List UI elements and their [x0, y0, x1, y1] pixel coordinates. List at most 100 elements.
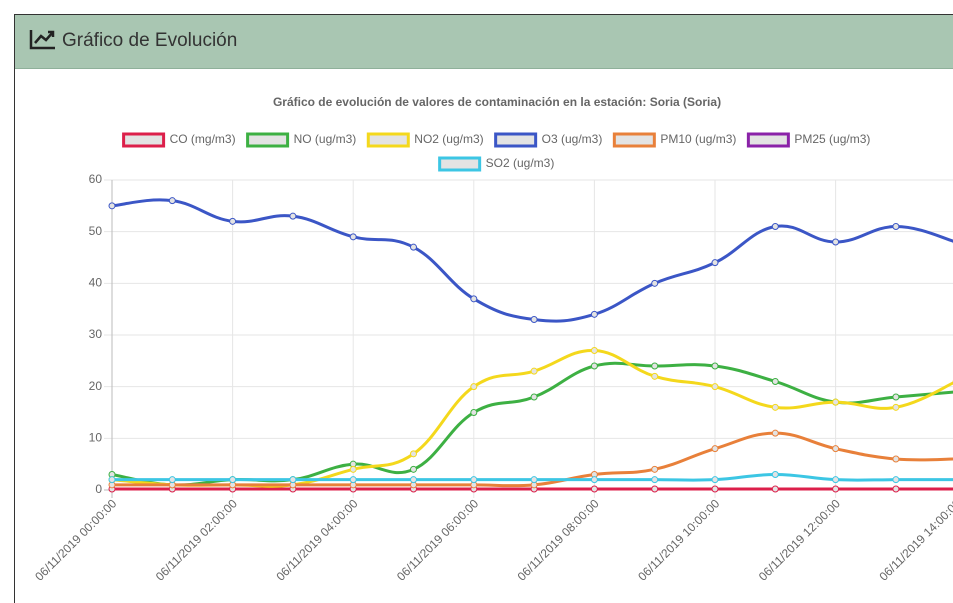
data-point [651, 476, 659, 484]
legend-label: PM10 (ug/m3) [660, 132, 736, 146]
data-point [108, 476, 116, 484]
legend-swatch [246, 132, 290, 148]
legend-swatch [366, 132, 410, 148]
series-line [111, 361, 953, 487]
data-point [892, 393, 900, 401]
data-point [832, 445, 840, 453]
data-point [590, 476, 598, 484]
y-tick-label: 40 [89, 276, 103, 290]
data-point [229, 476, 237, 484]
chart-title: Gráfico de evolución de valores de conta… [273, 95, 721, 109]
data-point [771, 429, 779, 437]
legend-item: PM10 (ug/m3) [612, 132, 736, 148]
y-tick-label: 0 [95, 482, 102, 496]
legend-label: CO (mg/m3) [170, 132, 236, 146]
data-point [711, 485, 719, 493]
data-point [711, 259, 719, 267]
data-point [229, 217, 237, 225]
panel-header [15, 15, 953, 68]
data-point [892, 485, 900, 493]
data-point [771, 471, 779, 478]
y-tick-label: 50 [89, 224, 103, 238]
data-point [470, 295, 478, 303]
data-point [711, 476, 719, 484]
legend-item: O3 (ug/m3) [494, 132, 603, 148]
data-point [651, 485, 659, 493]
legend-swatch [746, 132, 790, 148]
legend-label: O3 (ug/m3) [542, 132, 603, 146]
data-point [410, 450, 417, 458]
x-tick-label: 06/11/2019 10:00:00 [635, 496, 722, 583]
x-tick-label: 06/11/2019 14:00:00 [876, 496, 953, 583]
y-tick-label: 10 [89, 431, 103, 445]
data-point [349, 233, 357, 241]
series-line [111, 198, 953, 323]
data-point [168, 476, 176, 484]
x-tick-label: 06/11/2019 08:00:00 [515, 496, 602, 583]
data-point [892, 403, 900, 411]
legend-item: PM25 (ug/m3) [746, 132, 870, 148]
x-tick-label: 06/11/2019 04:00:00 [273, 496, 360, 583]
data-point [410, 465, 417, 473]
legend-item: NO (ug/m3) [246, 132, 357, 148]
y-tick-label: 30 [89, 327, 103, 341]
data-point [590, 485, 598, 493]
y-tick-label: 60 [89, 172, 103, 186]
data-point [832, 398, 840, 406]
data-point [771, 378, 779, 385]
data-point [832, 485, 840, 493]
x-tick-label: 06/11/2019 00:00:00 [32, 496, 119, 583]
data-point [470, 409, 478, 416]
data-point [651, 465, 659, 473]
legend-swatch [438, 156, 482, 172]
data-point [590, 347, 598, 354]
data-point [410, 476, 417, 484]
data-point [530, 316, 538, 323]
x-tick-label: 06/11/2019 06:00:00 [394, 496, 481, 583]
data-point [349, 476, 357, 484]
data-point [289, 476, 297, 484]
data-point [651, 372, 659, 380]
data-point [530, 476, 538, 484]
data-point [771, 403, 779, 411]
legend-label: PM25 (ug/m3) [794, 132, 870, 146]
x-tick-label: 06/11/2019 02:00:00 [153, 496, 240, 583]
legend-item: NO2 (ug/m3) [366, 132, 484, 148]
legend-swatch [494, 132, 538, 148]
data-point [892, 476, 900, 484]
data-point [470, 383, 478, 391]
x-tick-label: 06/11/2019 12:00:00 [756, 496, 843, 583]
data-point [771, 223, 779, 230]
data-point [530, 367, 538, 375]
data-point [530, 393, 538, 401]
data-point [711, 383, 719, 391]
data-point [168, 197, 176, 205]
legend-item: CO (mg/m3) [122, 132, 236, 148]
legend-swatch [612, 132, 656, 148]
legend-label: NO2 (ug/m3) [414, 132, 483, 146]
data-point [892, 223, 900, 230]
legend-swatch [122, 132, 166, 148]
legend-item: SO2 (ug/m3) [438, 156, 555, 172]
data-point [892, 455, 900, 463]
data-point [711, 445, 719, 453]
data-point [651, 279, 659, 287]
data-point [651, 362, 659, 370]
data-point [108, 202, 116, 210]
data-point [590, 310, 598, 318]
chart-icon [29, 30, 55, 50]
legend-label: SO2 (ug/m3) [486, 156, 555, 170]
data-point [410, 243, 417, 251]
data-point [711, 362, 719, 370]
legend-label: NO (ug/m3) [294, 132, 357, 146]
header-title: Gráfico de Evolución [62, 30, 237, 51]
data-point [289, 212, 297, 220]
data-point [771, 485, 779, 493]
y-tick-label: 20 [89, 379, 103, 393]
data-point [349, 465, 357, 473]
data-point [832, 476, 840, 484]
data-point [470, 476, 478, 484]
data-point [590, 362, 598, 370]
